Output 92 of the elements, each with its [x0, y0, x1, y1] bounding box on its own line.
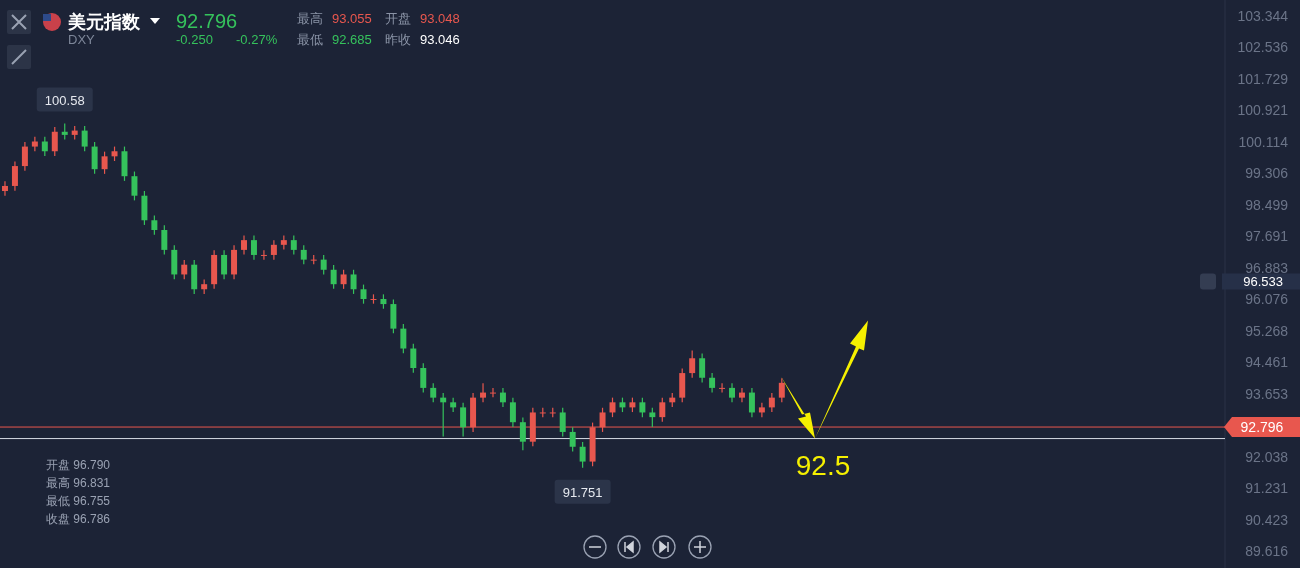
candlestick: [81, 125, 88, 152]
candlestick: [410, 343, 417, 374]
candlestick: [699, 352, 706, 384]
annotation: 最高 96.831: [46, 476, 111, 490]
annotation: -0.27%: [236, 32, 278, 47]
annotation: 93.055: [332, 11, 372, 26]
y-tick-label: 97.691: [1245, 228, 1289, 245]
candlestick: [460, 402, 467, 438]
candlestick: [599, 407, 606, 433]
annotation: -0.250: [176, 32, 213, 47]
annotation: 93.046: [420, 32, 460, 47]
candlestick: [270, 239, 277, 261]
candlestick: [748, 387, 755, 418]
candlestick: [260, 249, 267, 261]
candlestick: [11, 160, 18, 192]
candlestick: [579, 441, 586, 469]
candlestick: [649, 407, 656, 428]
candlestick: [300, 244, 307, 265]
y-tick-label: 90.423: [1245, 511, 1289, 528]
candlestick: [509, 397, 516, 428]
candlestick: [778, 377, 785, 403]
candlestick: [91, 141, 98, 175]
y-tick-label: 89.616: [1245, 543, 1289, 559]
candlestick: [659, 397, 666, 423]
candlestick: [131, 170, 138, 201]
candlestick: [290, 234, 297, 256]
annotation: 100.58: [44, 92, 85, 108]
annotation: 收盘 96.786: [46, 512, 111, 526]
candlestick: [709, 372, 716, 394]
candlestick: [758, 402, 765, 418]
annotation: 92.796: [176, 10, 238, 32]
annotation: 92.685: [332, 32, 372, 47]
candlestick: [519, 416, 526, 451]
candlestick: [250, 234, 257, 261]
annotation: 昨收: [385, 32, 411, 47]
candlestick: [559, 407, 566, 438]
candlestick: [151, 214, 158, 236]
candlestick: [729, 382, 735, 403]
candlestick: [430, 382, 437, 403]
annotation: 最低: [297, 32, 323, 47]
y-tick-label: 92.038: [1245, 448, 1289, 465]
y-tick-label: 95.268: [1245, 322, 1289, 339]
candlestick: [719, 382, 726, 394]
candlestick: [499, 387, 506, 408]
y-tick-label: 93.653: [1245, 385, 1289, 402]
candlestick: [420, 362, 427, 394]
text: 美元指数: [67, 12, 141, 32]
candlestick: [480, 382, 487, 403]
annotation: 93.048: [420, 11, 460, 26]
candlestick: [400, 323, 407, 354]
price-tag: 92.796: [1224, 417, 1300, 438]
candlestick: [320, 254, 327, 276]
y-tick-label: 100.921: [1237, 102, 1289, 119]
annotation: 开盘: [385, 11, 411, 26]
candlestick: [569, 426, 576, 453]
annotation: 最低 96.755: [46, 494, 111, 508]
y-tick-label: 96.076: [1245, 291, 1289, 308]
candlestick: [221, 249, 228, 280]
candlestick: [490, 387, 496, 398]
candlestick: [1, 180, 8, 197]
ref-line-label: 92.796: [1240, 419, 1284, 436]
candlestick: [639, 397, 646, 418]
candlestick: [181, 259, 188, 280]
text: 96.533: [1243, 274, 1283, 289]
y-tick-label: 100.114: [1238, 133, 1289, 150]
annotation: 最高: [297, 11, 323, 26]
candlestick: [31, 136, 38, 152]
text: DXY: [68, 32, 96, 47]
y-tick-label: 99.306: [1245, 165, 1289, 182]
candlestick: [161, 224, 168, 256]
candlestick: [51, 126, 58, 157]
candlestick: [350, 269, 357, 295]
annotation: 开盘 96.790: [46, 458, 111, 472]
candlestick: [340, 269, 347, 290]
candlestick: [241, 234, 247, 256]
y-tick-label: 101.729: [1237, 70, 1289, 87]
y-tick-label: 98.499: [1245, 196, 1289, 213]
ref-line-label: 92.5: [795, 449, 851, 481]
candlestick: [689, 349, 696, 379]
y-tick-label: 102.536: [1237, 39, 1289, 56]
candlestick: [41, 136, 48, 157]
candlestick: [101, 151, 108, 175]
candlestick: [768, 392, 775, 413]
annotation: 91.751: [562, 484, 603, 500]
candlestick: [330, 264, 337, 290]
y-tick-label: 91.231: [1245, 480, 1289, 497]
candlestick: [738, 387, 745, 403]
candlestick: [21, 141, 28, 172]
y-tick-label: 103.344: [1237, 7, 1289, 24]
y-tick-label: 94.461: [1245, 354, 1289, 371]
y-tick-label: 96.883: [1245, 259, 1289, 276]
candlestick: [360, 283, 367, 305]
